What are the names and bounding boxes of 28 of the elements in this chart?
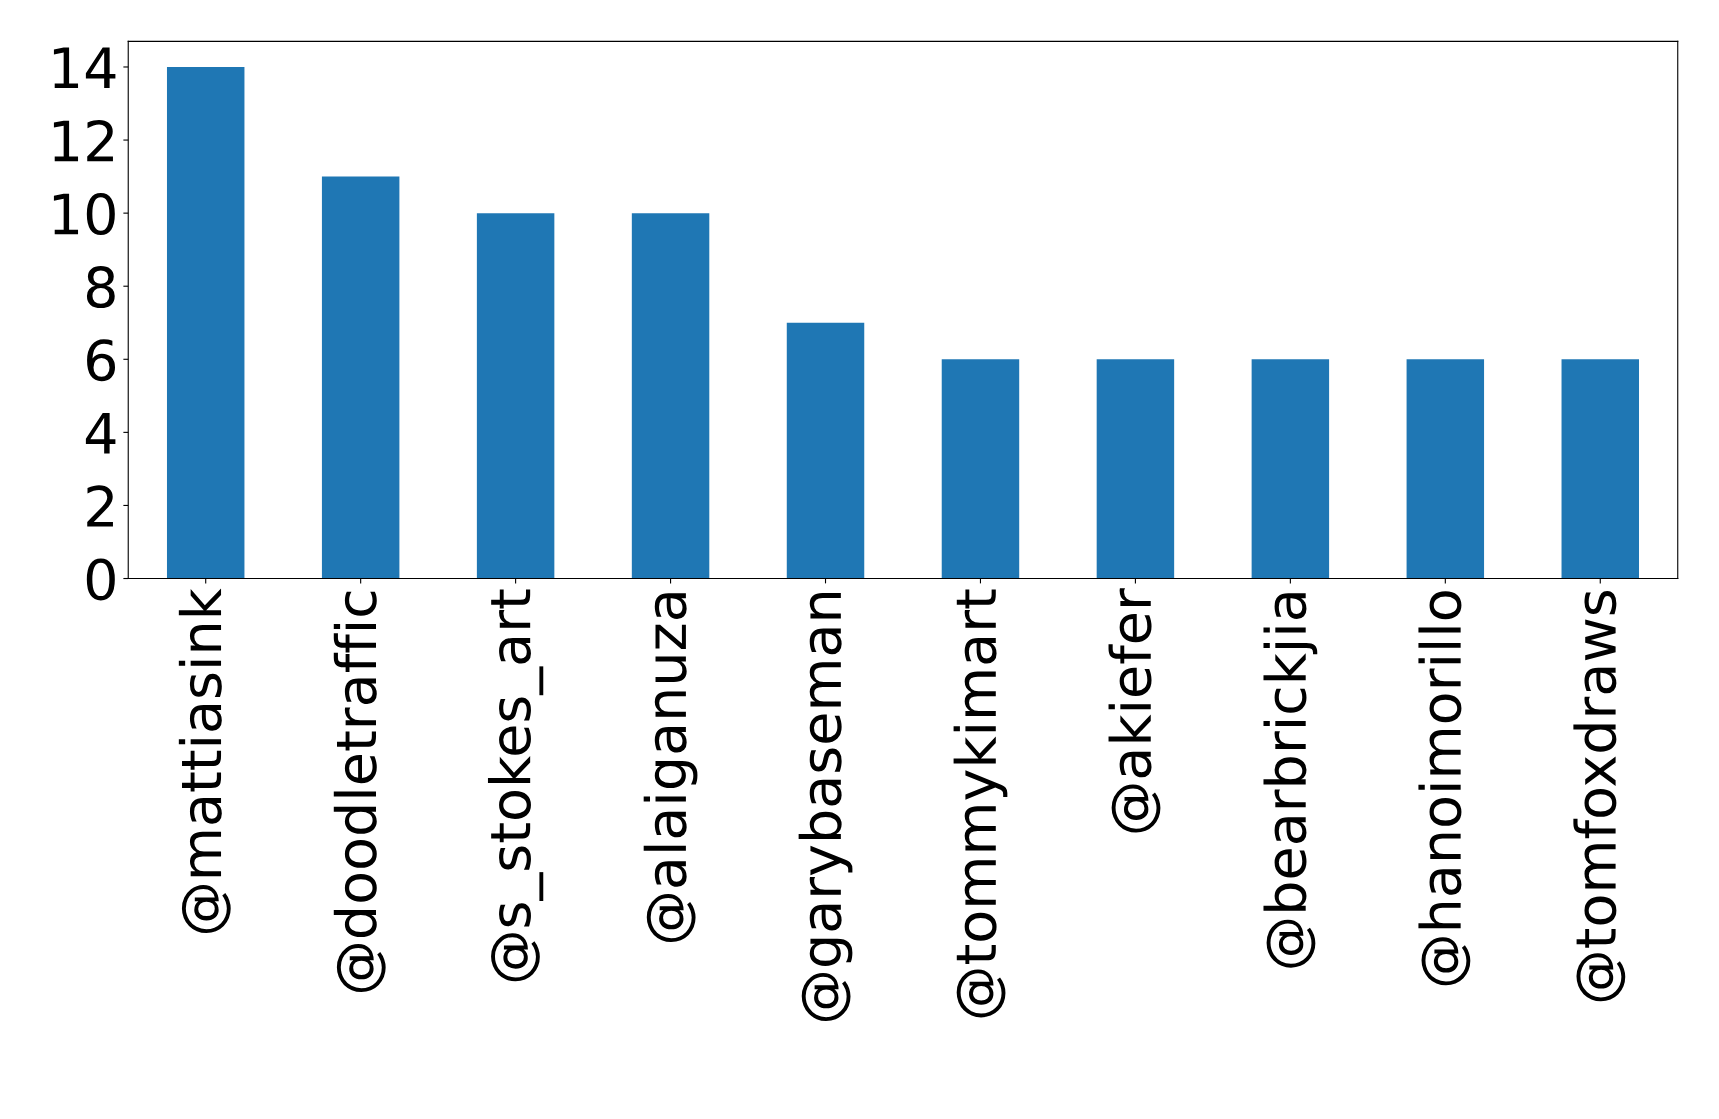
x-tick-label: @akiefer [1108, 588, 1161, 833]
x-tick-label: @garybaseman [798, 592, 853, 1021]
bar [1096, 359, 1175, 579]
y-tick-label: 0 [86, 558, 115, 601]
bar [941, 359, 1020, 579]
bar [786, 322, 865, 579]
y-tick-label: 4 [85, 412, 116, 454]
x-tick-label: @bearbrickjia [1263, 593, 1318, 968]
bar [631, 213, 710, 579]
y-tick-label: 10 [53, 193, 115, 236]
bar [1251, 359, 1330, 579]
y-tick-label: 14 [53, 47, 116, 89]
x-tick-label: @doodletraffic [333, 591, 386, 993]
y-tick-label: 12 [53, 119, 113, 162]
bar [1561, 359, 1640, 579]
y-tick-label: 6 [87, 339, 116, 382]
bar [166, 66, 245, 579]
x-tick-label: @mattiasink [178, 588, 231, 934]
x-tick-label: @alaiganuza [643, 593, 698, 943]
x-tick-label: @tommykimart [953, 589, 1008, 1018]
x-tick-label: @tomfoxdraws [1573, 590, 1626, 1002]
y-tick-label: 2 [87, 485, 113, 527]
x-tick-label: @hanoimorillo [1418, 591, 1471, 986]
y-tick-label: 8 [86, 266, 115, 309]
x-tick-label: @s_stokes_art [487, 589, 544, 982]
bar [1406, 359, 1485, 579]
bar [476, 213, 555, 579]
bar [321, 176, 400, 579]
